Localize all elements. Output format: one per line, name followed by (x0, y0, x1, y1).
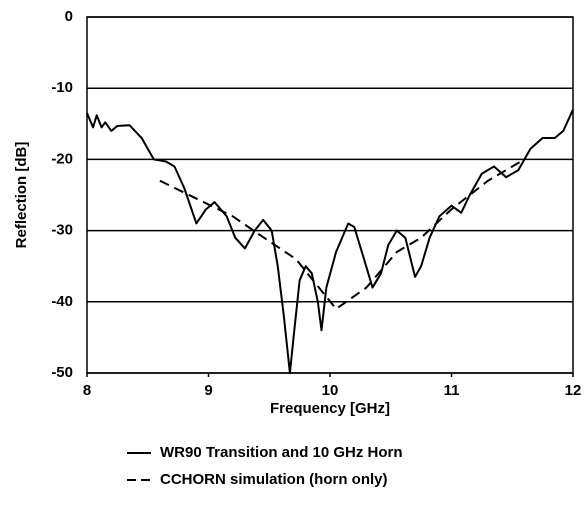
series-line (86, 109, 574, 374)
x-tick-label: 9 (204, 382, 212, 399)
y-tick-label: -30 (51, 222, 73, 239)
x-tick-label: 10 (322, 382, 339, 399)
y-axis-title: Reflection [dB] (13, 142, 30, 249)
x-tick-label: 8 (83, 382, 91, 399)
y-tick-label: -50 (51, 364, 73, 381)
x-tick-label: 11 (444, 382, 460, 399)
y-tick-label: -10 (51, 79, 73, 96)
series-line (159, 158, 525, 310)
y-tick-label: -40 (51, 293, 73, 310)
x-axis-title: Frequency [GHz] (270, 400, 390, 417)
x-tick-label: 12 (565, 382, 582, 399)
y-tick-label: -20 (51, 150, 73, 167)
y-tick-label: 0 (65, 8, 73, 25)
plot-frame (86, 16, 574, 374)
legend-label: CCHORN simulation (horn only) (160, 471, 388, 488)
legend-label: WR90 Transition and 10 GHz Horn (160, 444, 403, 461)
